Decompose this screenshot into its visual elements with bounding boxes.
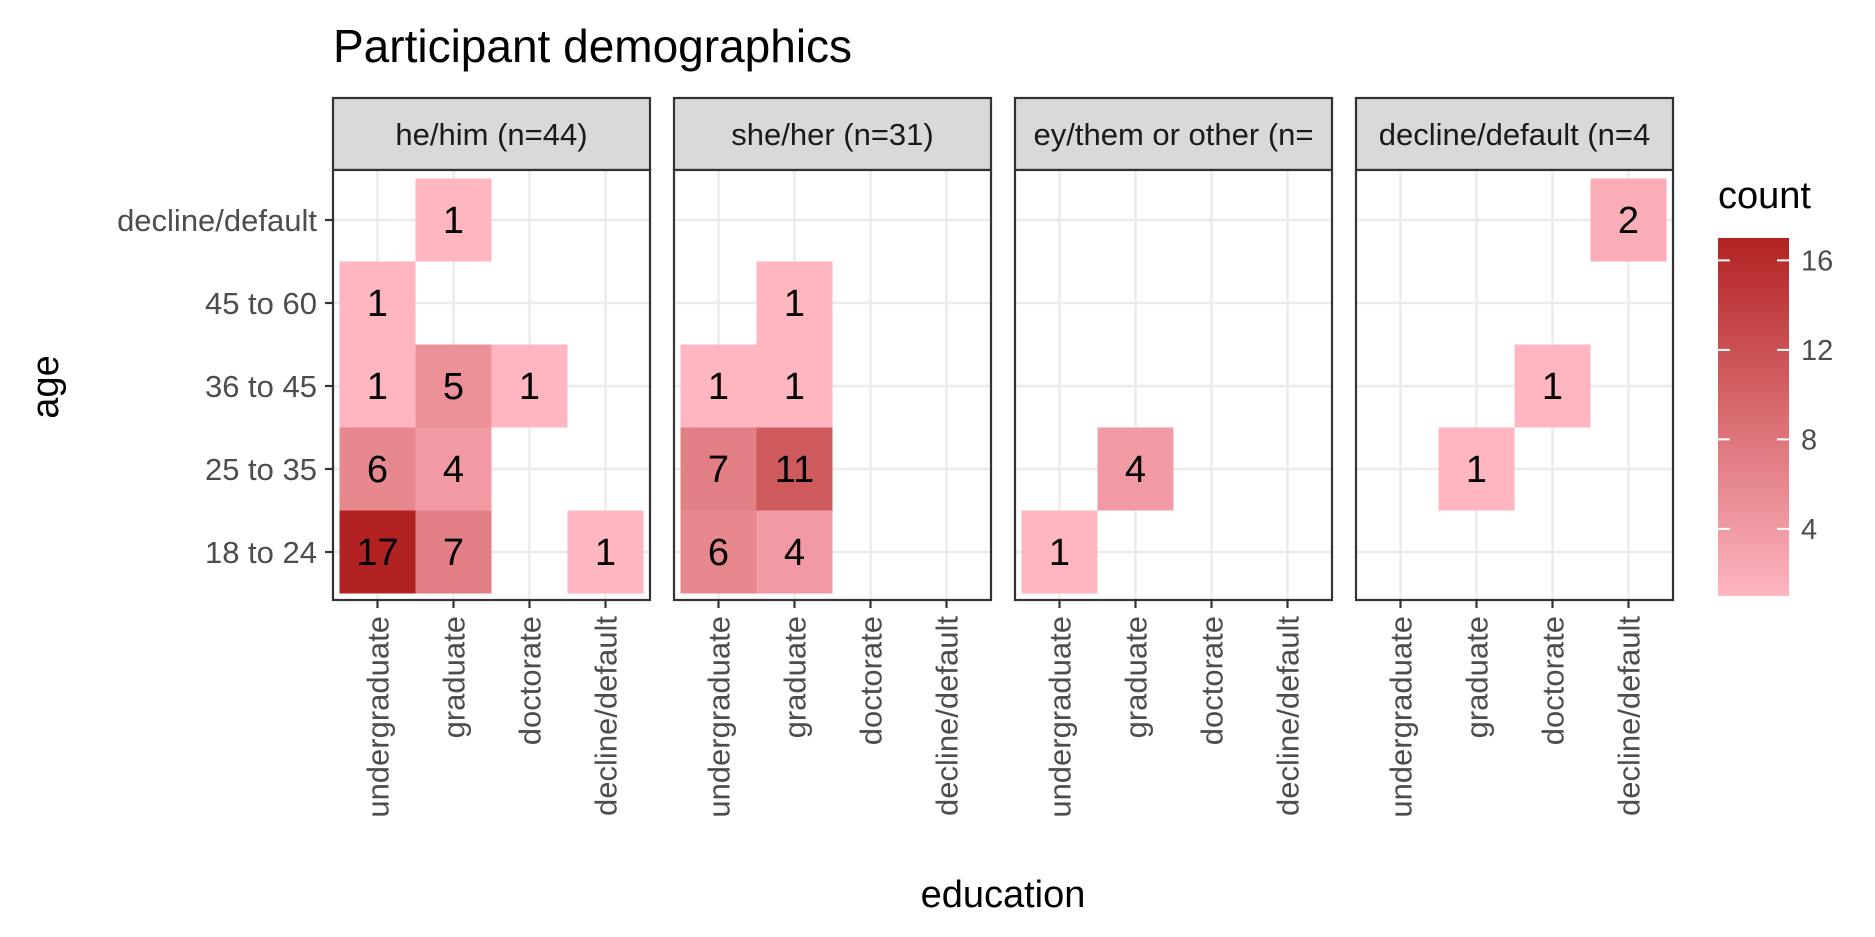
heatmap-cell (756, 427, 833, 511)
legend-tick-label: 12 (1801, 335, 1833, 367)
legend-colorbar (1718, 238, 1789, 596)
cell-value-label: 1 (708, 366, 729, 408)
heatmap-cell (339, 261, 416, 345)
legend-ticks: 4 8 12 16 (1718, 245, 1833, 546)
facet-panel: he/him (n=44) 17 7 1 6 4 1 5 1 1 1 undergraduate gra… (331, 96, 652, 818)
color-legend: count 4 8 12 16 (1718, 175, 1833, 596)
cell-value-label: 1 (367, 366, 388, 408)
y-axis: 18 to 24 25 to 35 36 to 45 45 to 60 decline/… (117, 203, 333, 570)
y-tick-label: 25 to 35 (205, 452, 317, 487)
legend-tick-label: 8 (1801, 424, 1817, 456)
cell-value-label: 5 (443, 366, 464, 408)
heatmap-cell (1438, 427, 1515, 511)
facet-strip-label: she/her (n=31) (731, 117, 933, 152)
x-tick-label: undergraduate (1043, 616, 1078, 818)
y-tick-label: 36 to 45 (205, 369, 317, 404)
chart-title: Participant demographics (333, 20, 852, 72)
x-tick-label: decline/default (930, 616, 965, 816)
x-tick-label: graduate (1119, 616, 1154, 738)
legend-tick-label: 4 (1801, 514, 1817, 546)
x-tick-label: decline/default (1271, 616, 1306, 816)
heatmap-cell (339, 344, 416, 428)
cell-value-label: 1 (367, 283, 388, 325)
cell-value-label: 7 (443, 532, 464, 574)
panel-border (1013, 168, 1334, 602)
cell-value-label: 11 (775, 449, 814, 491)
cell-value-label: 4 (443, 449, 464, 491)
cell-value-label: 17 (356, 532, 398, 574)
x-tick-label: doctorate (513, 616, 548, 745)
x-tick-label: graduate (778, 616, 813, 738)
cell-value-label: 1 (443, 200, 464, 242)
x-tick-label: decline/default (589, 616, 624, 816)
panel-grid (1015, 170, 1332, 600)
heatmap-cell (756, 261, 833, 345)
cell-value-label: 7 (708, 449, 729, 491)
legend-title: count (1718, 175, 1811, 217)
heatmap-cell (680, 344, 757, 428)
cell-value-label: 1 (519, 366, 540, 408)
cell-value-label: 4 (1125, 449, 1146, 491)
heatmap-cell (415, 510, 492, 594)
facet-strip-label: decline/default (n=4 (1379, 117, 1650, 152)
facet-strip (331, 96, 652, 172)
heatmap-cell (1590, 178, 1667, 262)
panel-border (672, 168, 993, 602)
cell-value-label: 1 (784, 283, 805, 325)
cell-value-label: 1 (595, 532, 616, 574)
heatmap-cell (680, 510, 757, 594)
heatmap-cell (339, 510, 416, 594)
y-axis-title: age (25, 355, 67, 418)
heatmap-cell (339, 427, 416, 511)
cell-value-label: 4 (784, 532, 805, 574)
heatmap-cell (756, 344, 833, 428)
y-tick-label: decline/default (117, 203, 317, 238)
heatmap-cell (415, 344, 492, 428)
y-tick-label: 18 to 24 (205, 535, 317, 570)
x-tick-label: doctorate (854, 616, 889, 745)
heatmap-cell (680, 427, 757, 511)
panel-border (1354, 168, 1675, 602)
cell-value-label: 6 (708, 532, 729, 574)
legend-tick-label: 16 (1801, 245, 1833, 277)
facet-strip-label: ey/them or other (n= (1034, 117, 1314, 152)
cell-value-label: 1 (1542, 366, 1563, 408)
cell-value-label: 1 (1049, 532, 1070, 574)
x-tick-label: undergraduate (1384, 616, 1419, 818)
x-tick-label: undergraduate (361, 616, 396, 818)
heatmap-cell (567, 510, 644, 594)
heatmap-cell (1021, 510, 1098, 594)
heatmap-cell (756, 510, 833, 594)
y-tick-label: 45 to 60 (205, 286, 317, 321)
facet-panel: ey/them or other (n= 1 4 undergraduate gradu… (1013, 96, 1334, 818)
heatmap-cell (1097, 427, 1174, 511)
x-tick-label: doctorate (1536, 616, 1571, 745)
x-tick-label: graduate (437, 616, 472, 738)
facet-panel: decline/default (n=4 1 1 2 undergraduate grad… (1354, 96, 1675, 818)
facet-strip (1013, 96, 1334, 172)
cell-value-label: 6 (367, 449, 388, 491)
facet-strip (672, 96, 993, 172)
x-axis-title: education (921, 874, 1086, 916)
x-tick-label: undergraduate (702, 616, 737, 818)
cell-value-label: 1 (784, 366, 805, 408)
x-tick-label: doctorate (1195, 616, 1230, 745)
heatmap-cell (1514, 344, 1591, 428)
facet-strip-label: he/him (n=44) (395, 117, 587, 152)
facet-strip (1354, 96, 1675, 172)
x-tick-label: graduate (1460, 616, 1495, 738)
heatmap-cell (415, 427, 492, 511)
heatmap-cell (491, 344, 568, 428)
heatmap-cell (415, 178, 492, 262)
cell-value-label: 1 (1466, 449, 1487, 491)
x-tick-label: decline/default (1612, 616, 1647, 816)
cell-value-label: 2 (1618, 200, 1639, 242)
